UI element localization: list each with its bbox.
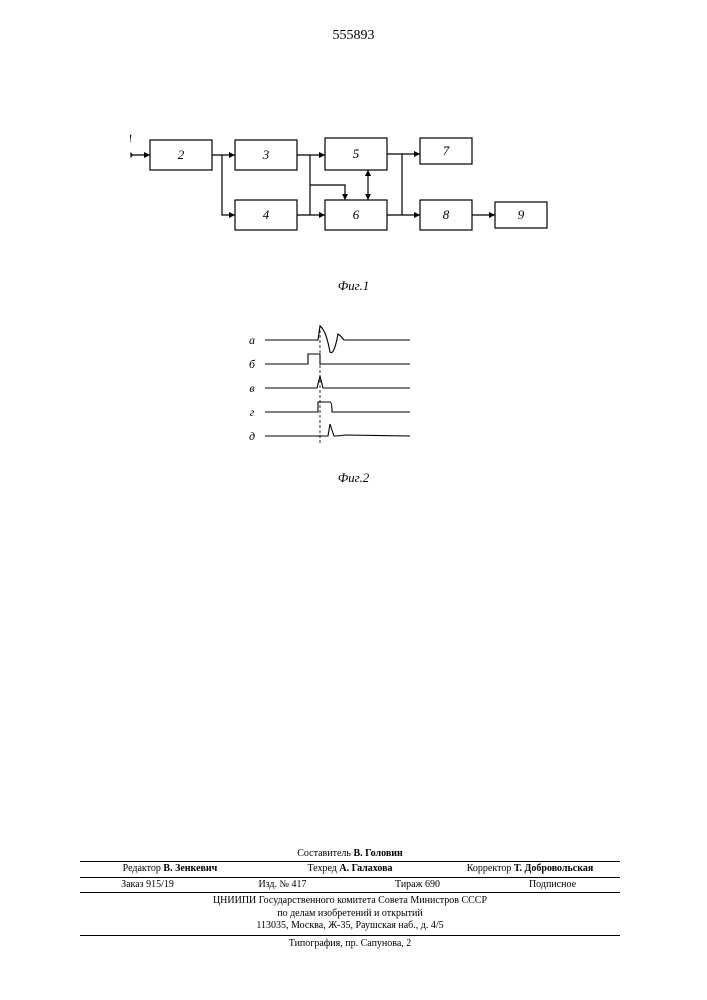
- tech-name: А. Галахова: [339, 863, 392, 874]
- colophon: Составитель В. Головин Редактор В. Зенке…: [80, 847, 620, 951]
- svg-text:4: 4: [263, 207, 270, 222]
- svg-text:б: б: [249, 357, 256, 371]
- printing-house: Типография, пр. Сапунова, 2: [289, 938, 412, 949]
- svg-text:д: д: [249, 429, 255, 443]
- figure-1-caption: Фиг.1: [0, 278, 707, 294]
- svg-text:г: г: [250, 405, 255, 419]
- corrector-label: Корректор: [467, 863, 512, 874]
- svg-text:8: 8: [443, 207, 450, 222]
- figure-2-caption: Фиг.2: [0, 470, 707, 486]
- svg-text:7: 7: [443, 143, 450, 158]
- org-line-1: ЦНИИПИ Государственного комитета Совета …: [80, 895, 620, 908]
- print-run: Тираж 690: [350, 879, 485, 892]
- svg-text:1: 1: [130, 131, 133, 145]
- subscription: Подписное: [485, 879, 620, 892]
- svg-text:а: а: [249, 333, 255, 347]
- corrector-name: Т. Добровольская: [514, 863, 593, 874]
- svg-text:5: 5: [353, 146, 360, 161]
- tech-label: Техред: [307, 863, 336, 874]
- compiler-label: Составитель: [297, 848, 351, 859]
- org-line-2: по делам изобретений и открытий: [80, 908, 620, 921]
- svg-text:6: 6: [353, 207, 360, 222]
- editor-name: В. Зенкевич: [163, 863, 217, 874]
- figure-2: абвгд: [240, 320, 440, 480]
- edition-number: Изд. № 417: [215, 879, 350, 892]
- editor-label: Редактор: [123, 863, 161, 874]
- org-line-3: 113035, Москва, Ж-35, Раушская наб., д. …: [80, 920, 620, 933]
- compiler-name: В. Головин: [353, 848, 402, 859]
- order-number: Заказ 915/19: [80, 879, 215, 892]
- figure-1: 1 2 3 4 5 6 7 8 9: [130, 130, 570, 260]
- svg-text:9: 9: [518, 207, 525, 222]
- svg-text:2: 2: [178, 147, 185, 162]
- svg-text:3: 3: [262, 147, 270, 162]
- page-number: 555893: [0, 28, 707, 44]
- svg-text:в: в: [249, 381, 254, 395]
